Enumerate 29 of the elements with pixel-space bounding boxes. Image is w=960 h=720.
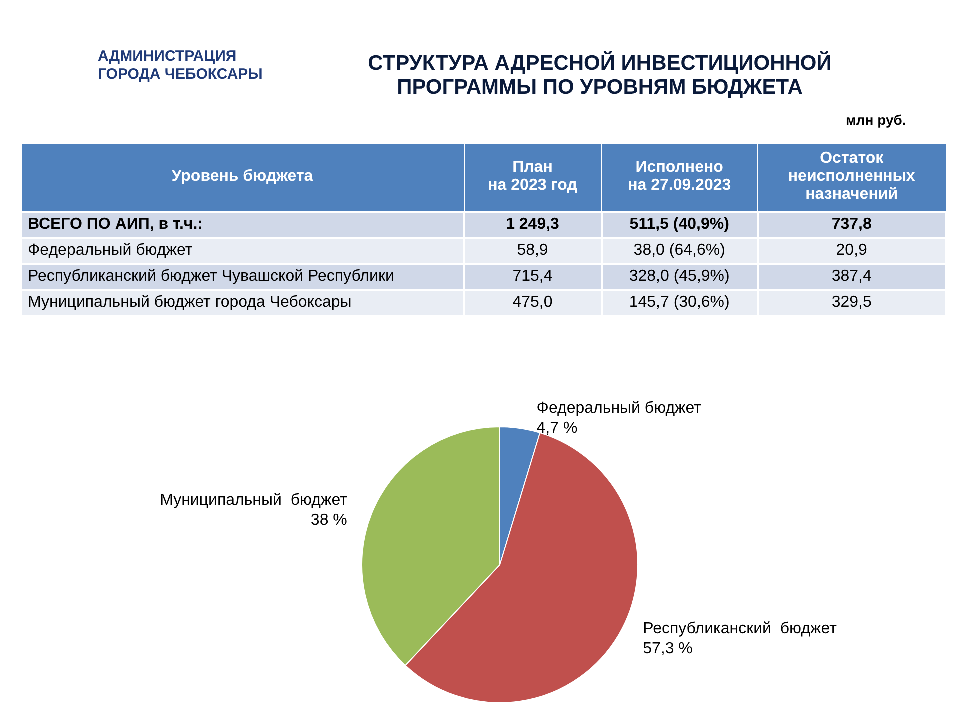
- category-label: Муниципальный бюджет города Чебоксары: [28, 294, 352, 310]
- text: 715,4: [512, 268, 553, 284]
- text: АДМИНИСТРАЦИЯ ГОРОДА ЧЕБОКСАРЫ: [98, 48, 263, 84]
- data-label: 38 %: [310, 512, 348, 530]
- text: 1 249,3: [506, 216, 560, 232]
- text: 511,5 (40,9%): [630, 216, 730, 232]
- category-label: Федеральный бюджет: [28, 242, 193, 258]
- slice-label: Муниципальный бюджет: [160, 492, 348, 510]
- text: 737,8: [832, 216, 872, 232]
- text: 145,7 (30,6%): [629, 294, 730, 310]
- text: 387,4: [832, 268, 872, 284]
- category-label: Уровень бюджета: [21, 144, 464, 212]
- text: 329,5: [832, 294, 872, 310]
- text: СТРУКТУРА АДРЕСНОЙ ИНВЕСТИЦИОННОЙ ПРОГРАММЫ ПО УРОВНЯМ БЮДЖЕТА: [367, 52, 833, 100]
- category-label: Республиканский бюджет Чувашской Республики: [28, 268, 394, 284]
- data-label: 4,7 %: [536, 420, 578, 438]
- text: 328,0 (45,9%): [629, 268, 730, 284]
- slice-label: Республиканский бюджет: [643, 620, 838, 638]
- text: 38,0 (64,6%): [634, 242, 726, 258]
- slice-label: Федеральный бюджет: [536, 400, 702, 418]
- category-label: ВСЕГО ПО АИП, в т.ч.:: [28, 216, 203, 232]
- category-label: Исполнено на 27.09.2023: [602, 144, 758, 212]
- text: 20,9: [836, 242, 868, 258]
- text: 58,9: [517, 242, 548, 258]
- category-label: Остаток неисполненных назначений: [758, 144, 946, 212]
- data-label: 57,3 %: [643, 640, 693, 658]
- category-label: План на 2023 год: [464, 144, 602, 212]
- text: млн руб.: [846, 112, 906, 128]
- text: 475,0: [512, 294, 553, 310]
